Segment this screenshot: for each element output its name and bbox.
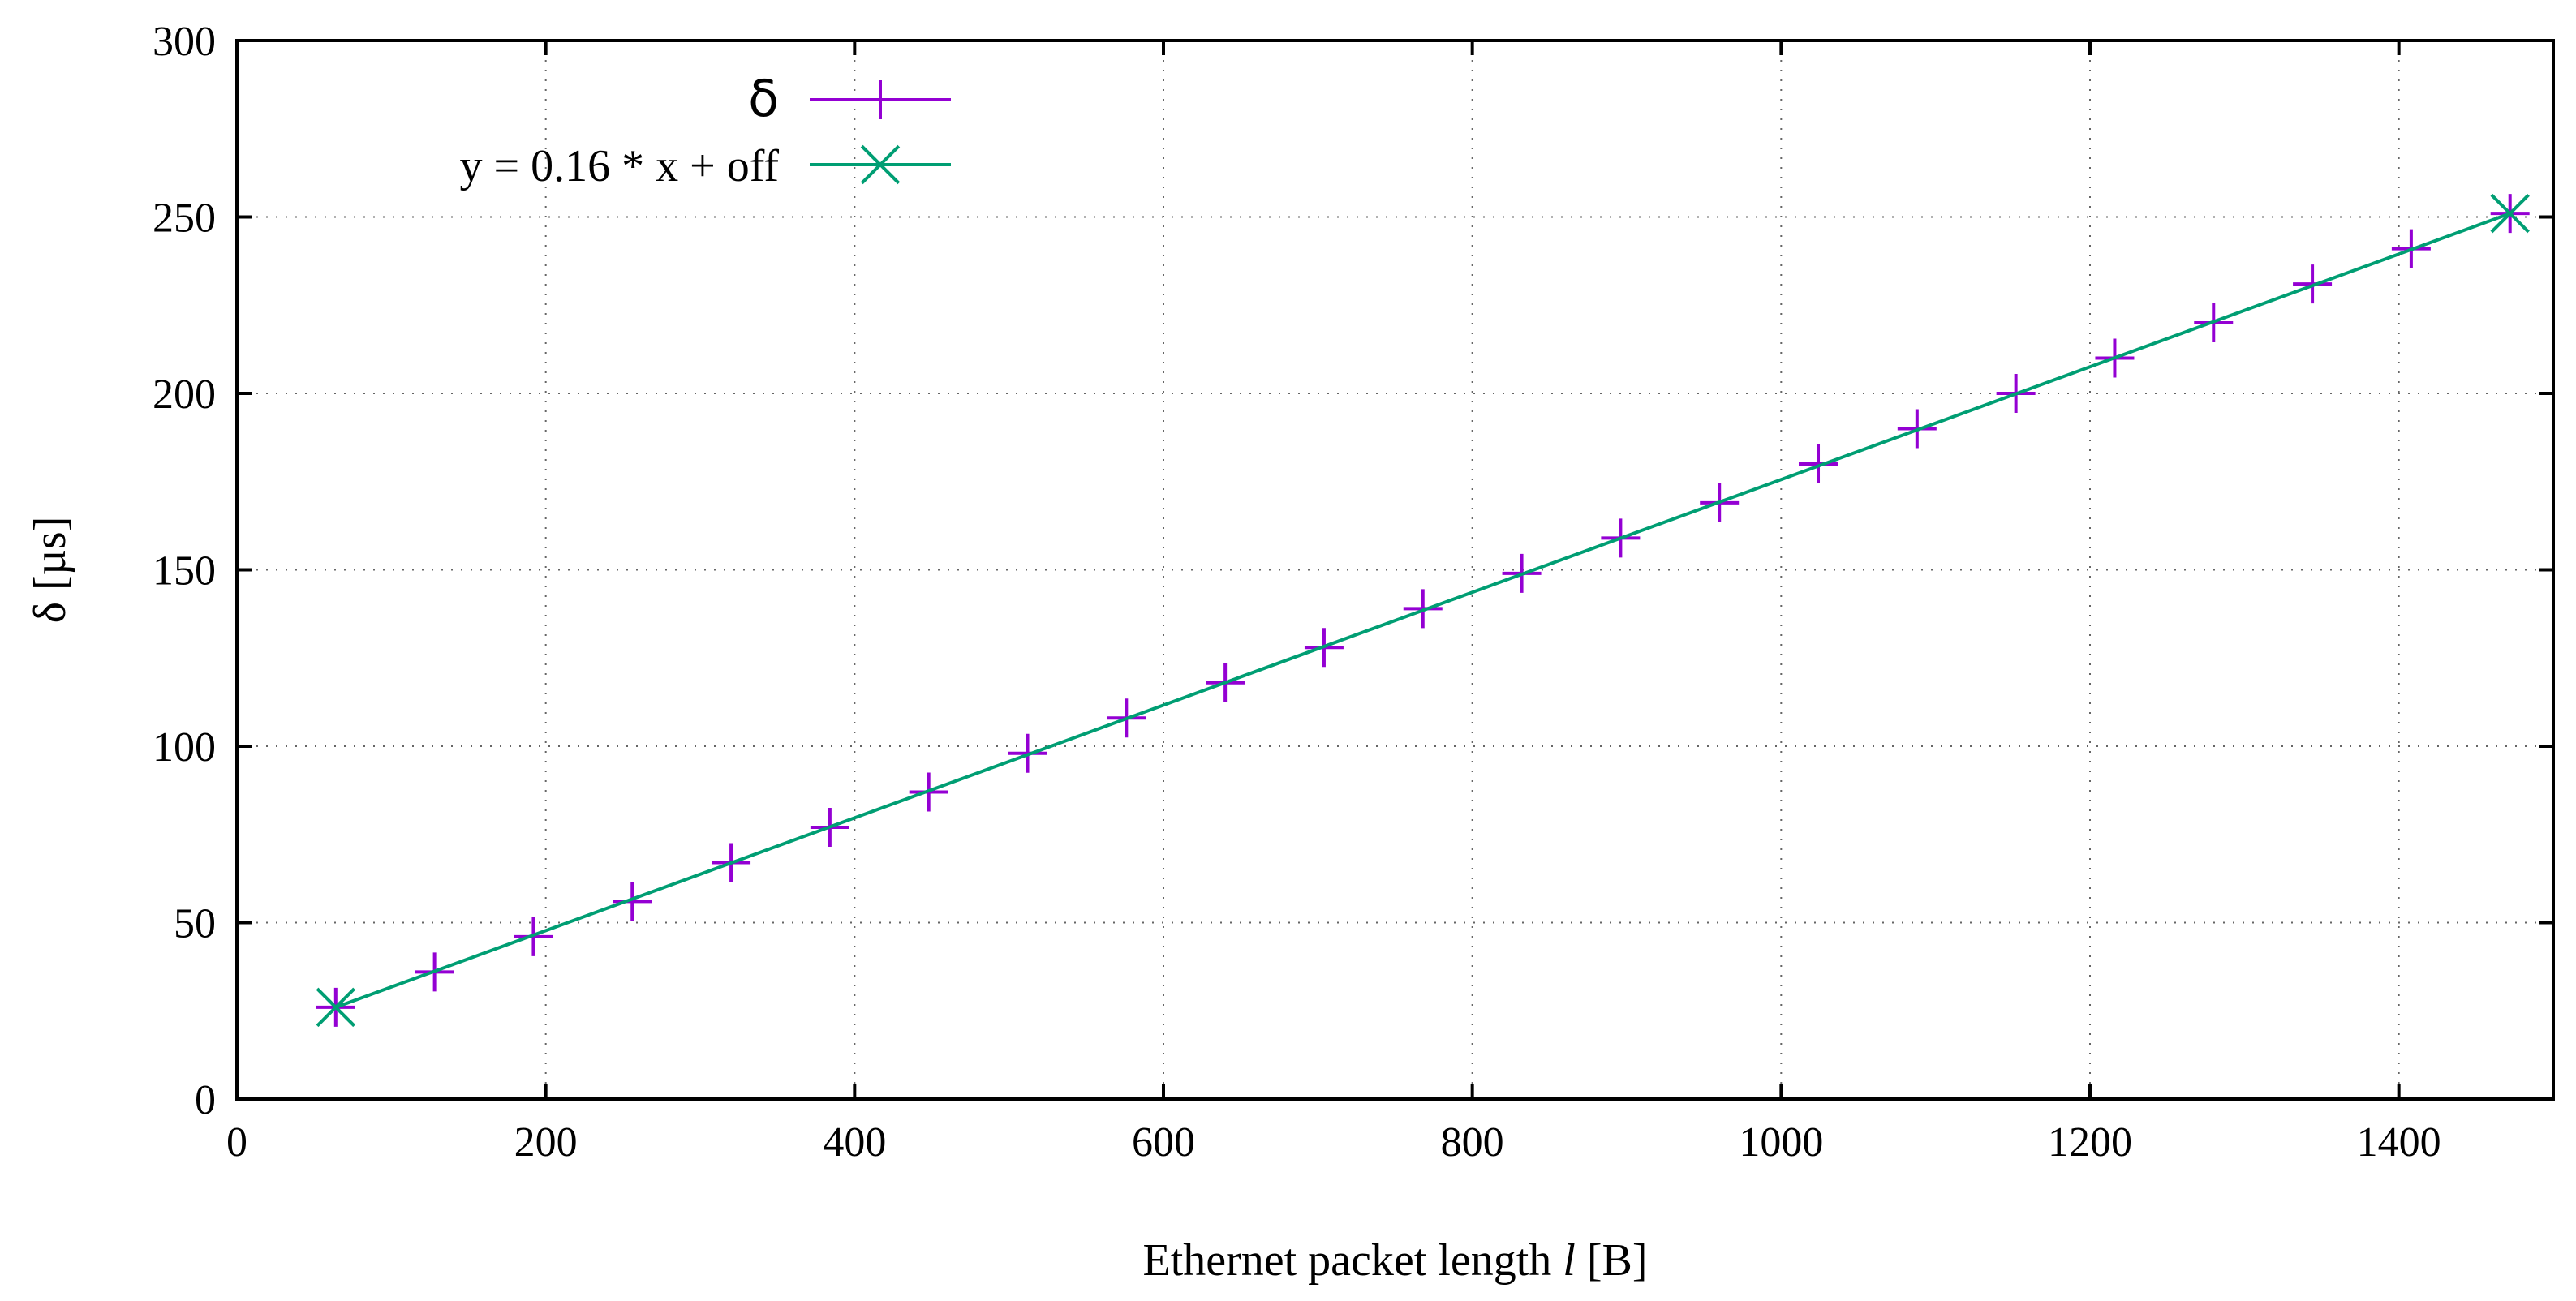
y-tick-label: 200 xyxy=(153,371,216,418)
legend-marker xyxy=(860,144,901,185)
x-tick-label: 1000 xyxy=(1739,1119,1823,1166)
grid xyxy=(237,41,2553,1099)
x-tick-label: 600 xyxy=(1132,1119,1195,1166)
legend-label: δ xyxy=(748,69,779,128)
y-tick-label: 100 xyxy=(153,724,216,771)
fit-line xyxy=(335,212,2511,1009)
legend-label: y = 0.16 * x + off xyxy=(460,141,780,191)
legend: δ y = 0.16 * x + off xyxy=(460,69,951,191)
series-1 xyxy=(316,193,2530,1028)
y-tick-label: 50 xyxy=(174,901,216,947)
x-axis-title-variable: l xyxy=(1563,1235,1576,1286)
plot-series xyxy=(316,193,2530,1028)
data-point xyxy=(1403,589,1443,629)
data-point xyxy=(1799,444,1838,483)
data-point xyxy=(613,882,652,921)
y-axis-title: δ [µs] xyxy=(25,517,75,624)
fit-point xyxy=(316,987,356,1028)
y-tick-label: 0 xyxy=(195,1077,216,1123)
x-tick-label: 200 xyxy=(514,1119,578,1166)
y-tick-label: 250 xyxy=(153,195,216,242)
axis-ticks: 0 200 400 600 800 1000 1200 1400 0 50 100 150 200 250… xyxy=(153,19,2553,1166)
fit-point xyxy=(2490,193,2530,234)
y-tick-label: 150 xyxy=(153,548,216,595)
x-axis-title-unit: [B] xyxy=(1576,1235,1648,1286)
x-axis-title-prefix: Ethernet packet length xyxy=(1143,1235,1563,1286)
legend-marker xyxy=(861,80,900,119)
x-tick-label: 400 xyxy=(823,1119,886,1166)
x-tick-label: 800 xyxy=(1441,1119,1504,1166)
y-tick-label: 300 xyxy=(153,19,216,65)
x-tick-label: 1400 xyxy=(2357,1119,2441,1166)
x-tick-label: 1200 xyxy=(2048,1119,2132,1166)
plot-frame xyxy=(235,39,2555,1101)
x-tick-label: 0 xyxy=(226,1119,247,1166)
x-axis-title: Ethernet packet length l [B] xyxy=(1143,1235,1648,1286)
